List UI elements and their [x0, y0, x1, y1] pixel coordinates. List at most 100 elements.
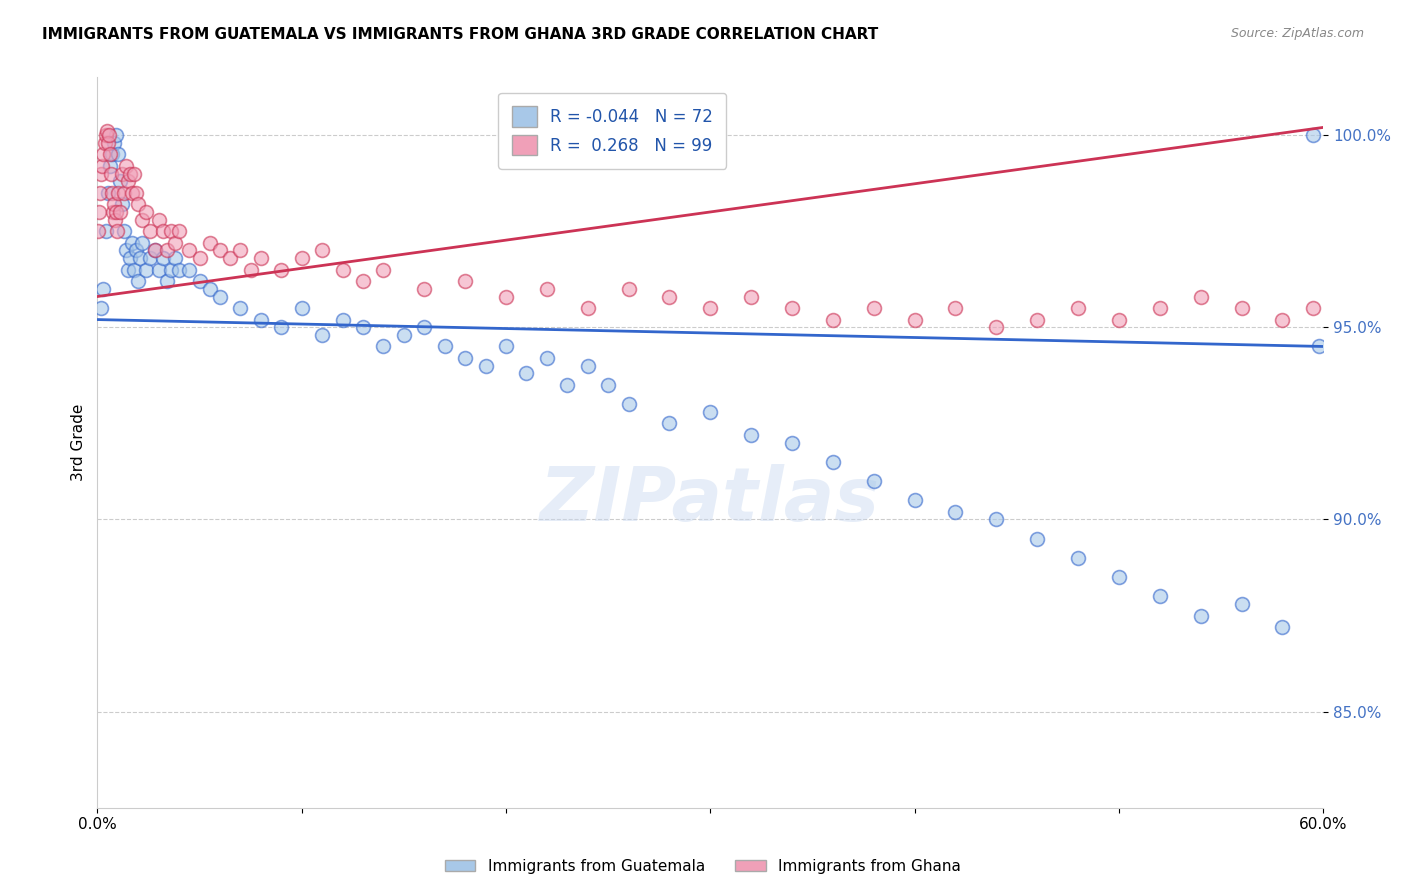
- Point: [454, 351, 477, 365]
- Point: [93, 136, 115, 150]
- Point: [100, 167, 122, 181]
- Point: [904, 493, 927, 508]
- Point: [131, 212, 153, 227]
- Point: [117, 262, 139, 277]
- Point: [1026, 312, 1049, 326]
- Point: [156, 244, 179, 258]
- Point: [115, 159, 138, 173]
- Point: [536, 351, 558, 365]
- Point: [352, 320, 374, 334]
- Point: [107, 186, 129, 200]
- Point: [87, 224, 110, 238]
- Point: [270, 320, 292, 334]
- Point: [474, 359, 496, 373]
- Point: [118, 167, 141, 181]
- Point: [373, 339, 395, 353]
- Point: [699, 301, 721, 315]
- Point: [98, 147, 121, 161]
- Point: [780, 435, 803, 450]
- Point: [740, 289, 762, 303]
- Point: [352, 274, 374, 288]
- Point: [598, 378, 620, 392]
- Point: [1108, 570, 1130, 584]
- Point: [94, 224, 117, 238]
- Point: [249, 312, 271, 326]
- Point: [163, 235, 186, 250]
- Point: [945, 505, 967, 519]
- Point: [413, 320, 436, 334]
- Point: [108, 205, 131, 219]
- Point: [821, 455, 844, 469]
- Point: [239, 262, 262, 277]
- Point: [104, 128, 127, 142]
- Point: [104, 212, 127, 227]
- Point: [1108, 312, 1130, 326]
- Point: [986, 320, 1008, 334]
- Point: [125, 244, 148, 258]
- Point: [100, 147, 122, 161]
- Point: [127, 197, 149, 211]
- Legend: R = -0.044   N = 72, R =  0.268   N = 99: R = -0.044 N = 72, R = 0.268 N = 99: [498, 93, 725, 169]
- Point: [904, 312, 927, 326]
- Point: [121, 186, 143, 200]
- Point: [108, 174, 131, 188]
- Point: [249, 251, 271, 265]
- Point: [270, 262, 292, 277]
- Point: [98, 159, 121, 173]
- Point: [1302, 128, 1324, 142]
- Point: [311, 244, 333, 258]
- Point: [97, 128, 120, 142]
- Point: [135, 262, 157, 277]
- Point: [104, 205, 127, 219]
- Point: [495, 289, 517, 303]
- Point: [699, 405, 721, 419]
- Point: [167, 224, 190, 238]
- Point: [89, 205, 111, 219]
- Point: [160, 224, 183, 238]
- Point: [862, 301, 884, 315]
- Point: [121, 235, 143, 250]
- Point: [122, 167, 145, 181]
- Point: [373, 262, 395, 277]
- Point: [100, 186, 122, 200]
- Point: [1067, 550, 1090, 565]
- Text: IMMIGRANTS FROM GUATEMALA VS IMMIGRANTS FROM GHANA 3RD GRADE CORRELATION CHART: IMMIGRANTS FROM GUATEMALA VS IMMIGRANTS …: [42, 27, 879, 42]
- Point: [148, 212, 170, 227]
- Point: [129, 251, 152, 265]
- Point: [139, 224, 162, 238]
- Point: [139, 251, 162, 265]
- Point: [291, 251, 314, 265]
- Point: [576, 301, 599, 315]
- Point: [125, 186, 148, 200]
- Point: [576, 359, 599, 373]
- Point: [1149, 589, 1171, 603]
- Point: [862, 474, 884, 488]
- Point: [188, 274, 211, 288]
- Point: [515, 367, 537, 381]
- Point: [1230, 301, 1253, 315]
- Point: [156, 274, 179, 288]
- Point: [97, 186, 120, 200]
- Point: [163, 251, 186, 265]
- Point: [208, 244, 231, 258]
- Point: [97, 136, 120, 150]
- Point: [1189, 608, 1212, 623]
- Point: [658, 289, 681, 303]
- Point: [198, 235, 221, 250]
- Point: [229, 301, 252, 315]
- Point: [1302, 301, 1324, 315]
- Point: [117, 174, 139, 188]
- Point: [111, 197, 134, 211]
- Legend: Immigrants from Guatemala, Immigrants from Ghana: Immigrants from Guatemala, Immigrants fr…: [439, 853, 967, 880]
- Point: [91, 159, 114, 173]
- Point: [658, 417, 681, 431]
- Point: [143, 244, 166, 258]
- Point: [112, 186, 135, 200]
- Point: [291, 301, 314, 315]
- Point: [131, 235, 153, 250]
- Point: [229, 244, 252, 258]
- Y-axis label: 3rd Grade: 3rd Grade: [72, 404, 86, 482]
- Point: [454, 274, 477, 288]
- Point: [179, 244, 201, 258]
- Point: [179, 262, 201, 277]
